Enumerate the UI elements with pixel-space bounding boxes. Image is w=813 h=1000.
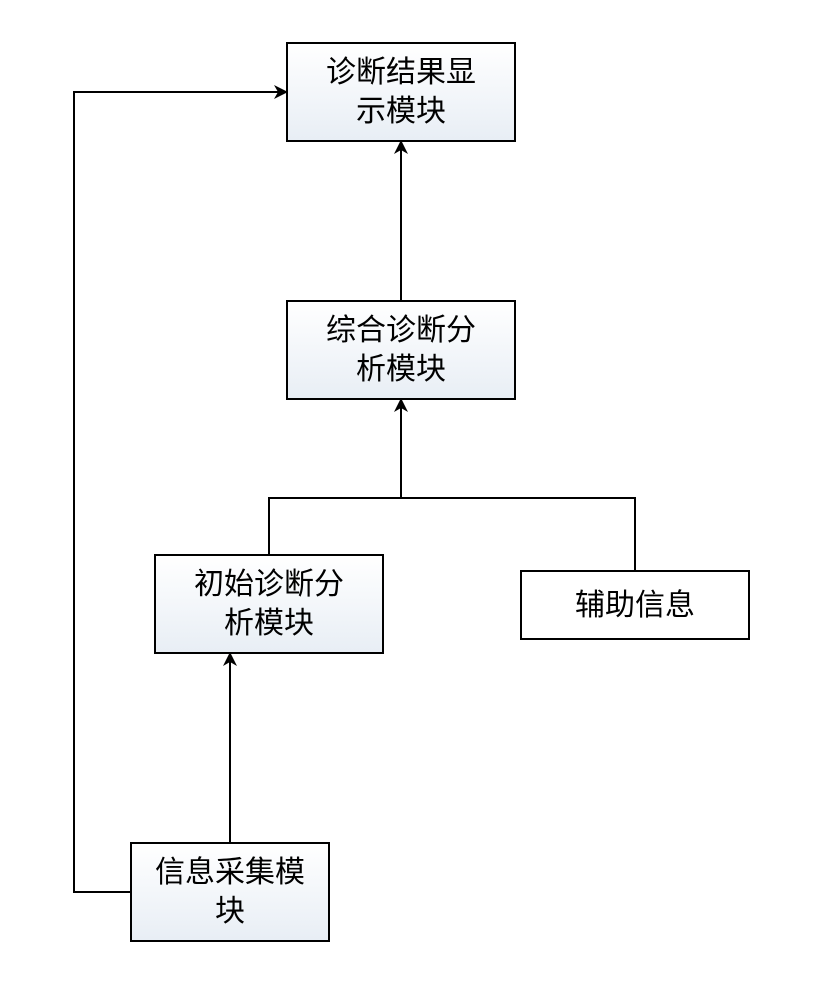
- edge-auxiliary-to-junction: [401, 498, 635, 570]
- node-comprehensive: 综合诊断分析模块: [286, 300, 516, 400]
- edge-initial-to-junction: [269, 498, 401, 554]
- node-label: 综合诊断分析模块: [326, 311, 476, 389]
- node-result-display: 诊断结果显示模块: [286, 42, 516, 142]
- node-label: 初始诊断分析模块: [194, 565, 344, 643]
- node-label: 辅助信息: [575, 586, 695, 625]
- node-label: 信息采集模块: [155, 853, 305, 931]
- diagram-canvas: 诊断结果显示模块 综合诊断分析模块 初始诊断分析模块 辅助信息 信息采集模块: [0, 0, 813, 1000]
- node-auxiliary: 辅助信息: [520, 570, 750, 640]
- edges-layer: [0, 0, 813, 1000]
- node-initial: 初始诊断分析模块: [154, 554, 384, 654]
- edge-collection-to-result: [74, 92, 286, 892]
- node-label: 诊断结果显示模块: [326, 53, 476, 131]
- node-collection: 信息采集模块: [130, 842, 330, 942]
